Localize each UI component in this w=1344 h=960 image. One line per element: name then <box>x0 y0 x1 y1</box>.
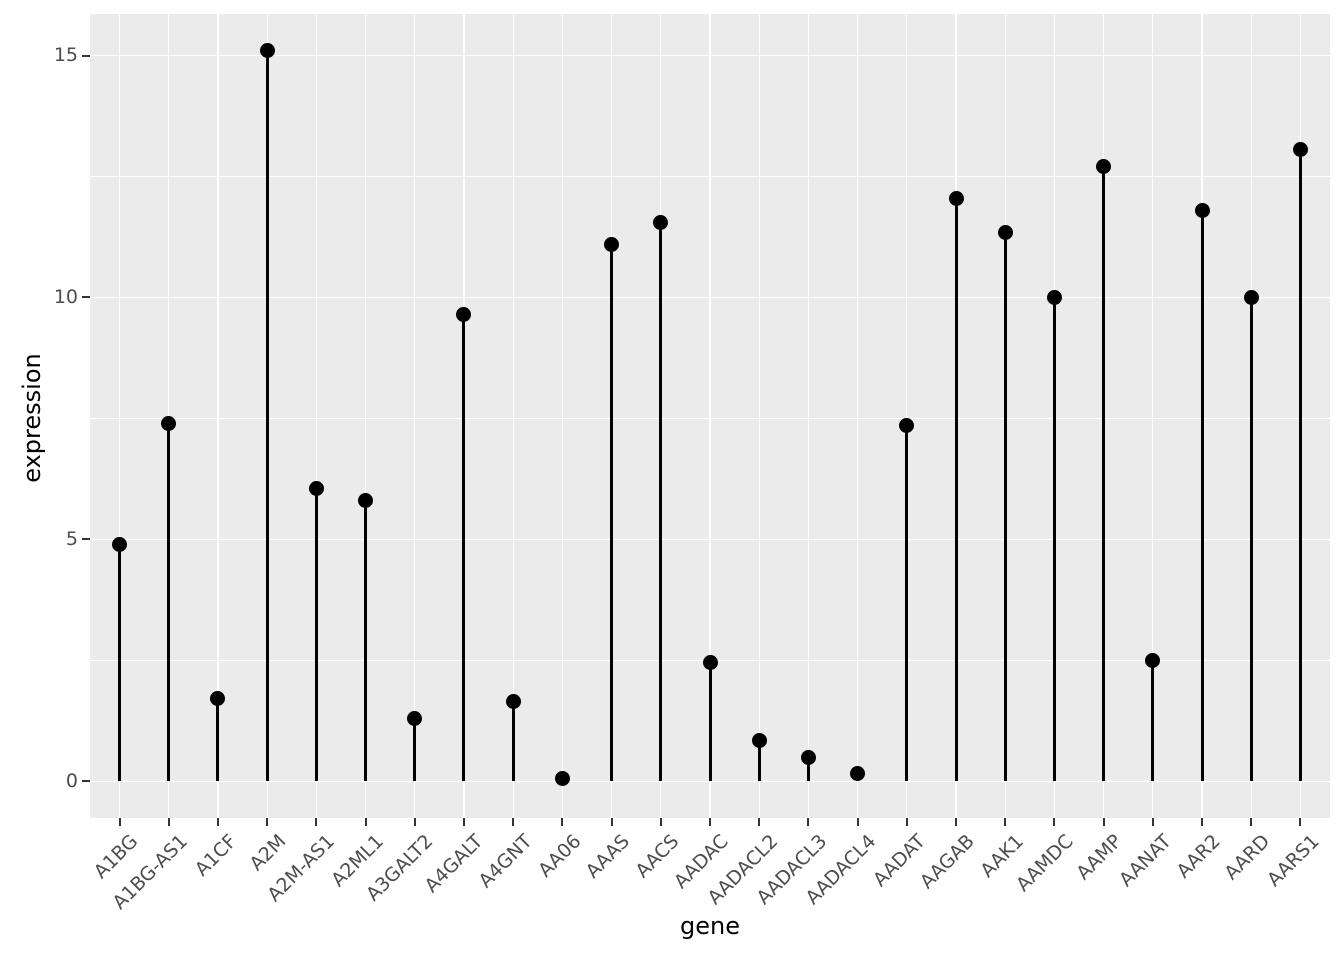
y-tick-label: 0 <box>65 769 78 792</box>
x-axis-tick <box>266 818 269 826</box>
gridline-vertical <box>315 14 317 818</box>
x-tick-label: AADAT <box>868 830 930 892</box>
x-axis-tick <box>118 818 121 826</box>
gridline-vertical <box>807 14 809 818</box>
x-tick-label: AARD <box>1220 830 1275 885</box>
gridline-vertical <box>266 14 268 818</box>
x-tick-label: A1CF <box>190 830 241 881</box>
x-axis-tick <box>462 818 465 826</box>
gridline-vertical <box>906 14 908 818</box>
x-axis-tick <box>807 818 810 826</box>
x-tick-label: AADACL2 <box>703 830 783 910</box>
x-axis-tick <box>709 818 711 826</box>
x-axis-tick <box>364 818 367 826</box>
gridline-vertical <box>364 14 367 818</box>
x-tick-label: AADACL4 <box>801 830 881 910</box>
x-tick-label: A4GNT <box>474 830 537 893</box>
x-axis-tick <box>512 818 515 826</box>
x-tick-label: AAMDC <box>1011 830 1078 896</box>
x-tick-label: A1BG-AS1 <box>108 830 192 914</box>
gridline-vertical <box>955 14 957 818</box>
gridline-vertical <box>1053 14 1056 818</box>
x-tick-label: AADAC <box>670 830 733 894</box>
gridline-vertical <box>561 14 563 818</box>
x-tick-label: A2ML1 <box>327 830 389 892</box>
x-tick-label: A3GALT2 <box>362 830 438 906</box>
x-axis-tick <box>1053 818 1056 826</box>
x-axis-tick <box>1004 818 1007 826</box>
x-axis-tick <box>955 818 958 826</box>
x-axis-tick <box>167 818 170 826</box>
y-axis-title: expression <box>18 353 46 483</box>
x-tick-label: AAR2 <box>1172 830 1225 883</box>
x-axis-tick <box>315 818 318 826</box>
x-axis-tick <box>610 818 613 826</box>
y-axis-tick <box>82 296 90 299</box>
x-axis-tick <box>905 818 908 826</box>
x-tick-label: A2M <box>245 830 291 876</box>
y-axis-tick <box>82 538 90 541</box>
gridline-vertical <box>414 14 416 818</box>
x-axis-tick <box>561 818 564 826</box>
x-axis-tick <box>659 818 662 826</box>
x-tick-label: A1BG <box>89 830 143 883</box>
gridline-vertical <box>709 14 711 818</box>
x-tick-label: AANAT <box>1114 830 1176 892</box>
gridline-vertical <box>512 14 514 818</box>
y-tick-label: 15 <box>53 44 78 67</box>
gridline-vertical <box>1299 14 1302 818</box>
gridline-vertical <box>118 14 121 818</box>
gridline-vertical <box>1152 14 1154 818</box>
gridline-vertical <box>758 14 760 818</box>
x-axis-tick <box>1102 818 1105 826</box>
gridline-vertical <box>1103 14 1105 818</box>
x-axis-tick <box>758 818 761 826</box>
x-tick-label: AARS1 <box>1262 830 1324 892</box>
x-tick-label: AAGAB <box>915 830 979 894</box>
x-axis-tick <box>1299 818 1302 826</box>
gridline-vertical <box>1250 14 1252 818</box>
gridline-vertical <box>168 14 170 818</box>
plot-panel <box>90 14 1330 818</box>
x-axis-tick <box>413 818 416 826</box>
gridline-vertical <box>1201 14 1203 818</box>
y-axis-tick <box>82 780 90 783</box>
y-axis-tick <box>82 54 90 57</box>
x-axis-tick <box>1151 818 1154 826</box>
x-tick-label: A2M-AS1 <box>263 830 340 907</box>
gridline-vertical <box>857 14 859 818</box>
x-tick-label: A4GALT <box>420 830 487 898</box>
gridline-vertical <box>463 14 465 818</box>
x-axis-tick <box>856 818 859 826</box>
gridline-vertical <box>660 14 662 818</box>
x-axis-title: gene <box>680 912 740 940</box>
x-tick-label: AAMP <box>1072 830 1127 885</box>
x-tick-label: AAAS <box>582 830 635 883</box>
x-tick-label: AAK1 <box>976 830 1029 882</box>
x-tick-label: AACS <box>631 830 684 883</box>
gridline-vertical <box>1004 14 1006 818</box>
x-axis-tick <box>1201 818 1204 826</box>
x-axis-tick <box>1250 818 1253 826</box>
x-axis-tick <box>216 818 219 826</box>
x-tick-label: AADACL3 <box>752 830 832 910</box>
gridline-vertical <box>217 14 219 818</box>
x-tick-label: AA06 <box>533 830 586 882</box>
gridline-vertical <box>610 14 613 818</box>
